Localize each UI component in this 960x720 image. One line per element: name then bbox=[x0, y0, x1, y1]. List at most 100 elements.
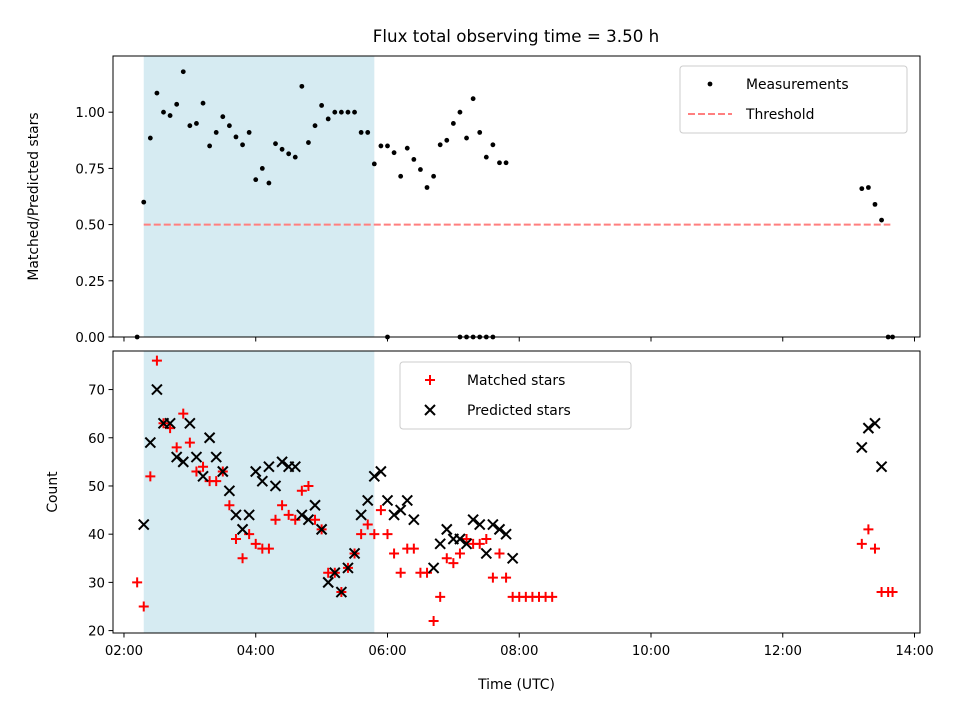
measurement-point bbox=[194, 121, 199, 126]
predicted-point bbox=[322, 576, 334, 589]
measurement-point bbox=[180, 69, 186, 75]
measurement-point bbox=[299, 83, 305, 89]
measurement-point bbox=[404, 145, 410, 151]
shaded-span bbox=[143, 351, 375, 633]
predicted-point bbox=[506, 552, 519, 564]
matched-point bbox=[310, 514, 321, 525]
matched-point bbox=[435, 591, 446, 602]
predicted-point bbox=[348, 547, 361, 560]
matched-point bbox=[356, 529, 367, 540]
measurement-point bbox=[431, 173, 437, 179]
predicted-point bbox=[250, 465, 262, 478]
matched-point bbox=[422, 567, 433, 578]
measurement-point bbox=[147, 135, 153, 141]
predicted-point bbox=[151, 383, 163, 396]
measurement-point bbox=[220, 114, 226, 120]
matched-point bbox=[211, 476, 222, 487]
legend-marker-measurements bbox=[707, 81, 713, 87]
predicted-point bbox=[164, 417, 176, 430]
predicted-point bbox=[315, 523, 328, 536]
predicted-point bbox=[862, 422, 875, 434]
measurement-point bbox=[872, 201, 878, 207]
matched-point bbox=[277, 500, 288, 511]
shaded-span bbox=[143, 56, 375, 337]
measurement-point bbox=[483, 154, 489, 160]
measurement-point bbox=[338, 109, 344, 115]
measurement-point bbox=[444, 137, 450, 143]
predicted-point bbox=[493, 523, 506, 536]
measurement-point bbox=[240, 142, 245, 148]
ratio-panel: 0.00 0.25 0.50 0.75 1.00 Matched/Predicted st… bbox=[26, 55, 921, 346]
y-tick-label: 70 bbox=[88, 384, 105, 399]
measurement-point bbox=[279, 146, 285, 152]
predicted-point bbox=[388, 509, 400, 521]
measurement-point bbox=[378, 143, 384, 149]
matched-point bbox=[224, 500, 235, 511]
measurement-point bbox=[246, 130, 252, 135]
measurement-point bbox=[312, 123, 318, 129]
count-panel: 02:00 04:00 06:00 08:00 10:00 12:00 14:00 20 30 4… bbox=[45, 350, 934, 693]
legend-marker-matched bbox=[425, 375, 435, 385]
measurement-point bbox=[450, 121, 456, 126]
matched-point bbox=[165, 423, 176, 434]
measurement-point bbox=[865, 185, 871, 190]
legend: Matched stars Predicted stars bbox=[399, 361, 632, 430]
measurement-point bbox=[365, 130, 371, 135]
y-axis-label: Matched/Predicted stars bbox=[26, 112, 42, 280]
matched-point bbox=[461, 534, 472, 544]
measurement-point bbox=[470, 96, 476, 102]
matched-point bbox=[863, 524, 874, 535]
predicted-point bbox=[190, 451, 203, 463]
predicted-point bbox=[269, 480, 282, 492]
predicted-point bbox=[138, 518, 150, 531]
matched-point bbox=[501, 572, 512, 583]
predicted-point bbox=[375, 465, 387, 478]
measurement-point bbox=[273, 141, 278, 147]
measurement-point bbox=[391, 150, 397, 156]
predicted-point bbox=[223, 485, 236, 497]
axes-frame bbox=[112, 350, 921, 634]
matched-point bbox=[547, 591, 558, 602]
measurement-point bbox=[174, 101, 180, 107]
predicted-point bbox=[342, 562, 354, 574]
matched-point bbox=[303, 480, 314, 491]
measurement-point bbox=[233, 134, 239, 140]
y-tick-label: 40 bbox=[88, 528, 105, 543]
predicted-point bbox=[368, 470, 381, 483]
matched-point bbox=[270, 514, 281, 525]
matched-point bbox=[369, 529, 380, 540]
x-tick-label: 08:00 bbox=[500, 644, 538, 659]
measurement-point bbox=[437, 142, 443, 148]
x-axis-label: Time (UTC) bbox=[477, 677, 555, 693]
legend-box bbox=[399, 361, 632, 430]
y-tick-label: 0.00 bbox=[75, 331, 105, 346]
measurement-point bbox=[161, 109, 166, 115]
predicted-point bbox=[302, 514, 315, 526]
matched-point bbox=[296, 485, 307, 496]
predicted-point bbox=[335, 586, 348, 598]
matched-point bbox=[428, 615, 439, 626]
predicted-point bbox=[875, 460, 888, 473]
measurement-point bbox=[154, 90, 160, 96]
x-tick-label: 02:00 bbox=[105, 644, 143, 659]
measurement-point bbox=[385, 143, 390, 149]
measurement-point bbox=[207, 143, 213, 149]
x-tick-label: 04:00 bbox=[237, 644, 275, 659]
y-tick-label: 1.00 bbox=[75, 106, 105, 121]
matched-point bbox=[474, 538, 485, 549]
x-tick-label: 06:00 bbox=[368, 644, 406, 659]
measurement-point bbox=[319, 103, 325, 108]
predicted-point bbox=[362, 494, 374, 507]
matched-point bbox=[283, 509, 294, 520]
predicted-point bbox=[289, 460, 301, 473]
measurement-point bbox=[490, 142, 496, 148]
measurement-point bbox=[325, 116, 331, 122]
matched-point bbox=[856, 538, 867, 549]
chart-title: Flux total observing time = 3.50 h bbox=[373, 26, 659, 46]
matched-point bbox=[448, 558, 459, 569]
series-matched-stars bbox=[132, 355, 898, 626]
y-tick-label: 20 bbox=[88, 625, 105, 640]
legend-label: Matched stars bbox=[467, 373, 565, 389]
measurement-point bbox=[306, 140, 311, 145]
matched-point bbox=[244, 529, 255, 540]
